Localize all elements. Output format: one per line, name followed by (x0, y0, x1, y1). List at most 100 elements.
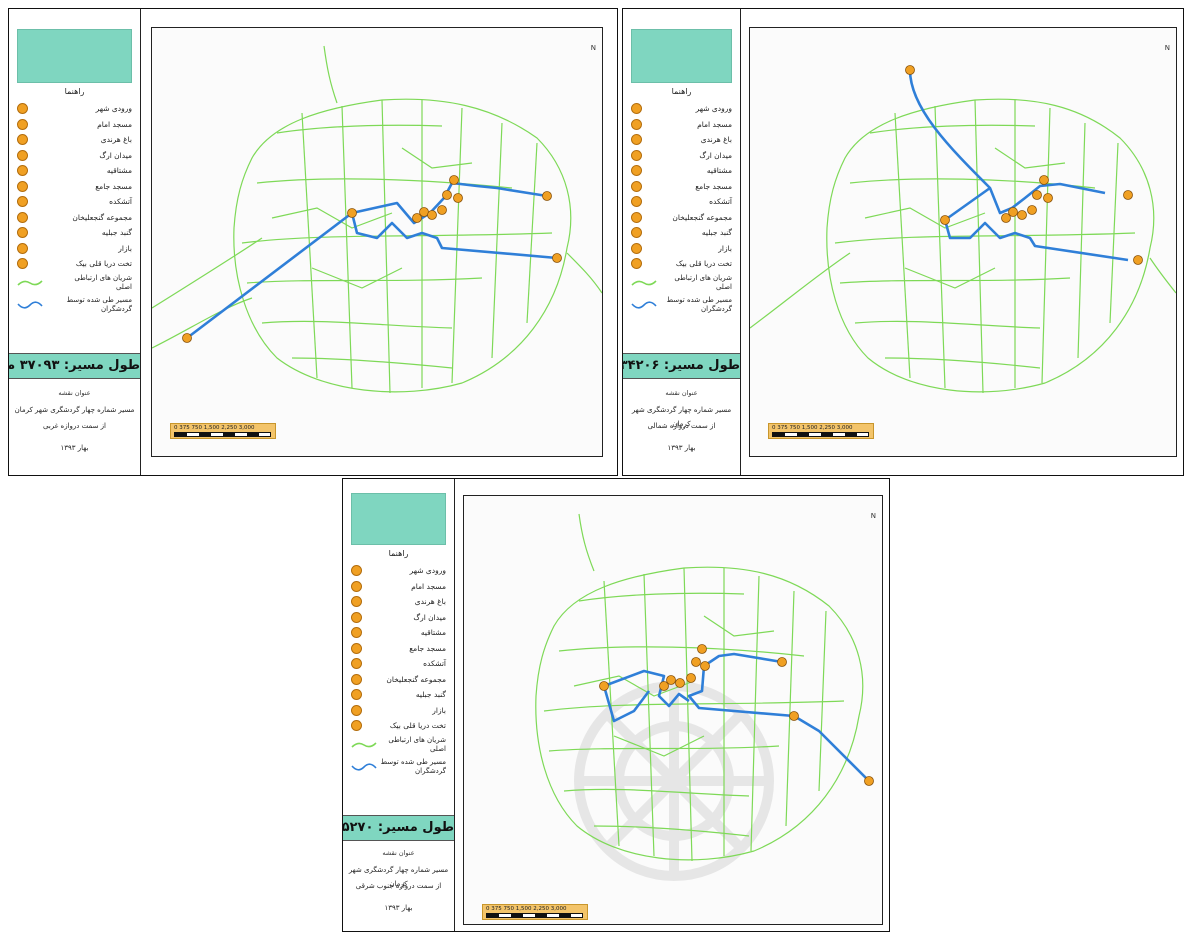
poi-icon (351, 611, 362, 623)
poi-icon (17, 242, 28, 254)
poi-icon (17, 103, 28, 115)
map-panel-2: راهنما ورودی شهر مسجد امام باغ هرندی مید… (622, 8, 1184, 476)
map-frame: N 0 375 750 1,500 2,250 3,000 (463, 495, 883, 925)
map-season: بهار ۱۳۹۳ (384, 904, 413, 912)
poi-icon (351, 720, 362, 732)
poi-icon (17, 211, 28, 223)
legend-panel: راهنما ورودی شهر مسجد امام باغ هرندی مید… (343, 479, 455, 931)
poi-icon (17, 149, 28, 161)
city-map (151, 45, 603, 394)
legend-item: مشتاقیه (351, 625, 446, 641)
map-frame: N 0 375 750 1,500 2,250 3,000 (151, 27, 603, 457)
legend-item: باغ هرندی (351, 594, 446, 610)
map-name-line-1: مسیر شماره چهار گردشگری شهر کرمان (348, 866, 449, 888)
legend-item: گنبد جبلیه (631, 225, 732, 241)
poi-icon (351, 689, 362, 701)
scale-bar: 0 375 750 1,500 2,250 3,000 (482, 904, 588, 920)
city-map (749, 65, 1177, 394)
map-frame: N 0 375 750 1,500 2,250 3,000 (749, 27, 1177, 457)
map-name-line-2: از سمت دروازه جنوب شرقی (355, 882, 442, 890)
city-map (535, 513, 874, 881)
legend-item-route: مسیر طی شده توسط گردشگران (351, 756, 446, 778)
map-name-line-1: مسیر شماره چهار گردشگری شهر کرمان (631, 406, 732, 428)
legend-list: ورودی شهر مسجد امام باغ هرندی میدان ارگ … (351, 563, 446, 778)
poi-icon (631, 118, 642, 130)
scale-bar-label: 0 375 750 1,500 2,250 3,000 (486, 906, 567, 912)
legend-header-box (351, 493, 446, 545)
legend-item: میدان ارگ (17, 148, 132, 164)
legend-item: بازار (631, 241, 732, 257)
legend-item: مسجد امام (17, 117, 132, 133)
poi-icon (631, 196, 642, 208)
legend-item: مسجد جامع (17, 179, 132, 195)
legend-item-route: مسیر طی شده توسط گردشگران (17, 294, 132, 316)
poi-icon (351, 658, 362, 670)
poi-icon (17, 258, 28, 270)
legend-item-roads: شریان های ارتباطی اصلی (631, 272, 732, 294)
legend-item: ورودی شهر (631, 101, 732, 117)
legend-item: تخت دریا قلی بیک (631, 256, 732, 272)
legend-item: باغ هرندی (17, 132, 132, 148)
legend-panel: راهنما ورودی شهر مسجد امام باغ هرندی مید… (9, 9, 141, 475)
map-name-line-2: از سمت دروازه شمالی (647, 422, 716, 430)
map-season: بهار ۱۳۹۳ (60, 444, 89, 452)
legend-list: ورودی شهر مسجد امام باغ هرندی میدان ارگ … (631, 101, 732, 316)
map-name-title: عنوان نقشه (382, 849, 415, 857)
legend-item: مجموعه گنجعلیخان (351, 672, 446, 688)
route-line-icon (17, 300, 43, 309)
map-panel-3: راهنما ورودی شهر مسجد امام باغ هرندی مید… (342, 478, 890, 932)
map-name-line-1: مسیر شماره چهار گردشگری شهر کرمان (14, 406, 135, 414)
poi-icon (631, 242, 642, 254)
legend-item: مشتاقیه (631, 163, 732, 179)
legend-item: آتشکده (351, 656, 446, 672)
legend-list: ورودی شهر مسجد امام باغ هرندی میدان ارگ … (17, 101, 132, 316)
north-arrow-icon: N (1164, 44, 1170, 52)
poi-icon (351, 580, 362, 592)
legend-item: مجموعه گنجعلیخان (17, 210, 132, 226)
poi-icon (631, 180, 642, 192)
poi-icon (631, 211, 642, 223)
legend-item: ورودی شهر (17, 101, 132, 117)
legend-item: باغ هرندی (631, 132, 732, 148)
poi-icon (351, 596, 362, 608)
legend-item: گنبد جبلیه (351, 687, 446, 703)
map-name-title: عنوان نقشه (665, 389, 698, 397)
legend-item: مجموعه گنجعلیخان (631, 210, 732, 226)
map-name-title: عنوان نقشه (58, 389, 91, 397)
road-line-icon (631, 279, 657, 286)
poi-icon (351, 704, 362, 716)
legend-item: بازار (351, 703, 446, 719)
legend-panel: راهنما ورودی شهر مسجد امام باغ هرندی مید… (623, 9, 741, 475)
poi-icon (17, 196, 28, 208)
poi-icon (351, 627, 362, 639)
scale-bar-label: 0 375 750 1,500 2,250 3,000 (174, 425, 255, 431)
road-line-icon (351, 741, 377, 748)
map-panel-1: راهنما ورودی شهر مسجد امام باغ هرندی مید… (8, 8, 618, 476)
legend-item-route: مسیر طی شده توسط گردشگران (631, 294, 732, 316)
legend-item: میدان ارگ (631, 148, 732, 164)
legend-item: بازار (17, 241, 132, 257)
legend-header-box (631, 29, 732, 83)
poi-icon (17, 134, 28, 146)
scale-bar: 0 375 750 1,500 2,250 3,000 (768, 423, 874, 439)
route-length-label: طول مسیر: ۳۵۲۷۰ متر (343, 815, 454, 841)
scale-bar: 0 375 750 1,500 2,250 3,000 (170, 423, 276, 439)
poi-icon (351, 642, 362, 654)
legend-item: آتشکده (631, 194, 732, 210)
legend-item: مسجد جامع (631, 179, 732, 195)
legend-item: مسجد امام (351, 579, 446, 595)
legend-item: ورودی شهر (351, 563, 446, 579)
legend-header-box (17, 29, 132, 83)
poi-icon (351, 673, 362, 685)
poi-icon (17, 180, 28, 192)
route-length-label: طول مسیر: ۳۷۰۹۳ متر (9, 353, 140, 379)
legend-title: راهنما (64, 87, 85, 96)
poi-icon (17, 227, 28, 239)
legend-item: تخت دریا قلی بیک (351, 718, 446, 734)
route-line-icon (631, 300, 657, 309)
legend-item: تخت دریا قلی بیک (17, 256, 132, 272)
poi-icon (631, 103, 642, 115)
poi-icon (631, 165, 642, 177)
poi-icon (17, 165, 28, 177)
poi-icon (17, 118, 28, 130)
